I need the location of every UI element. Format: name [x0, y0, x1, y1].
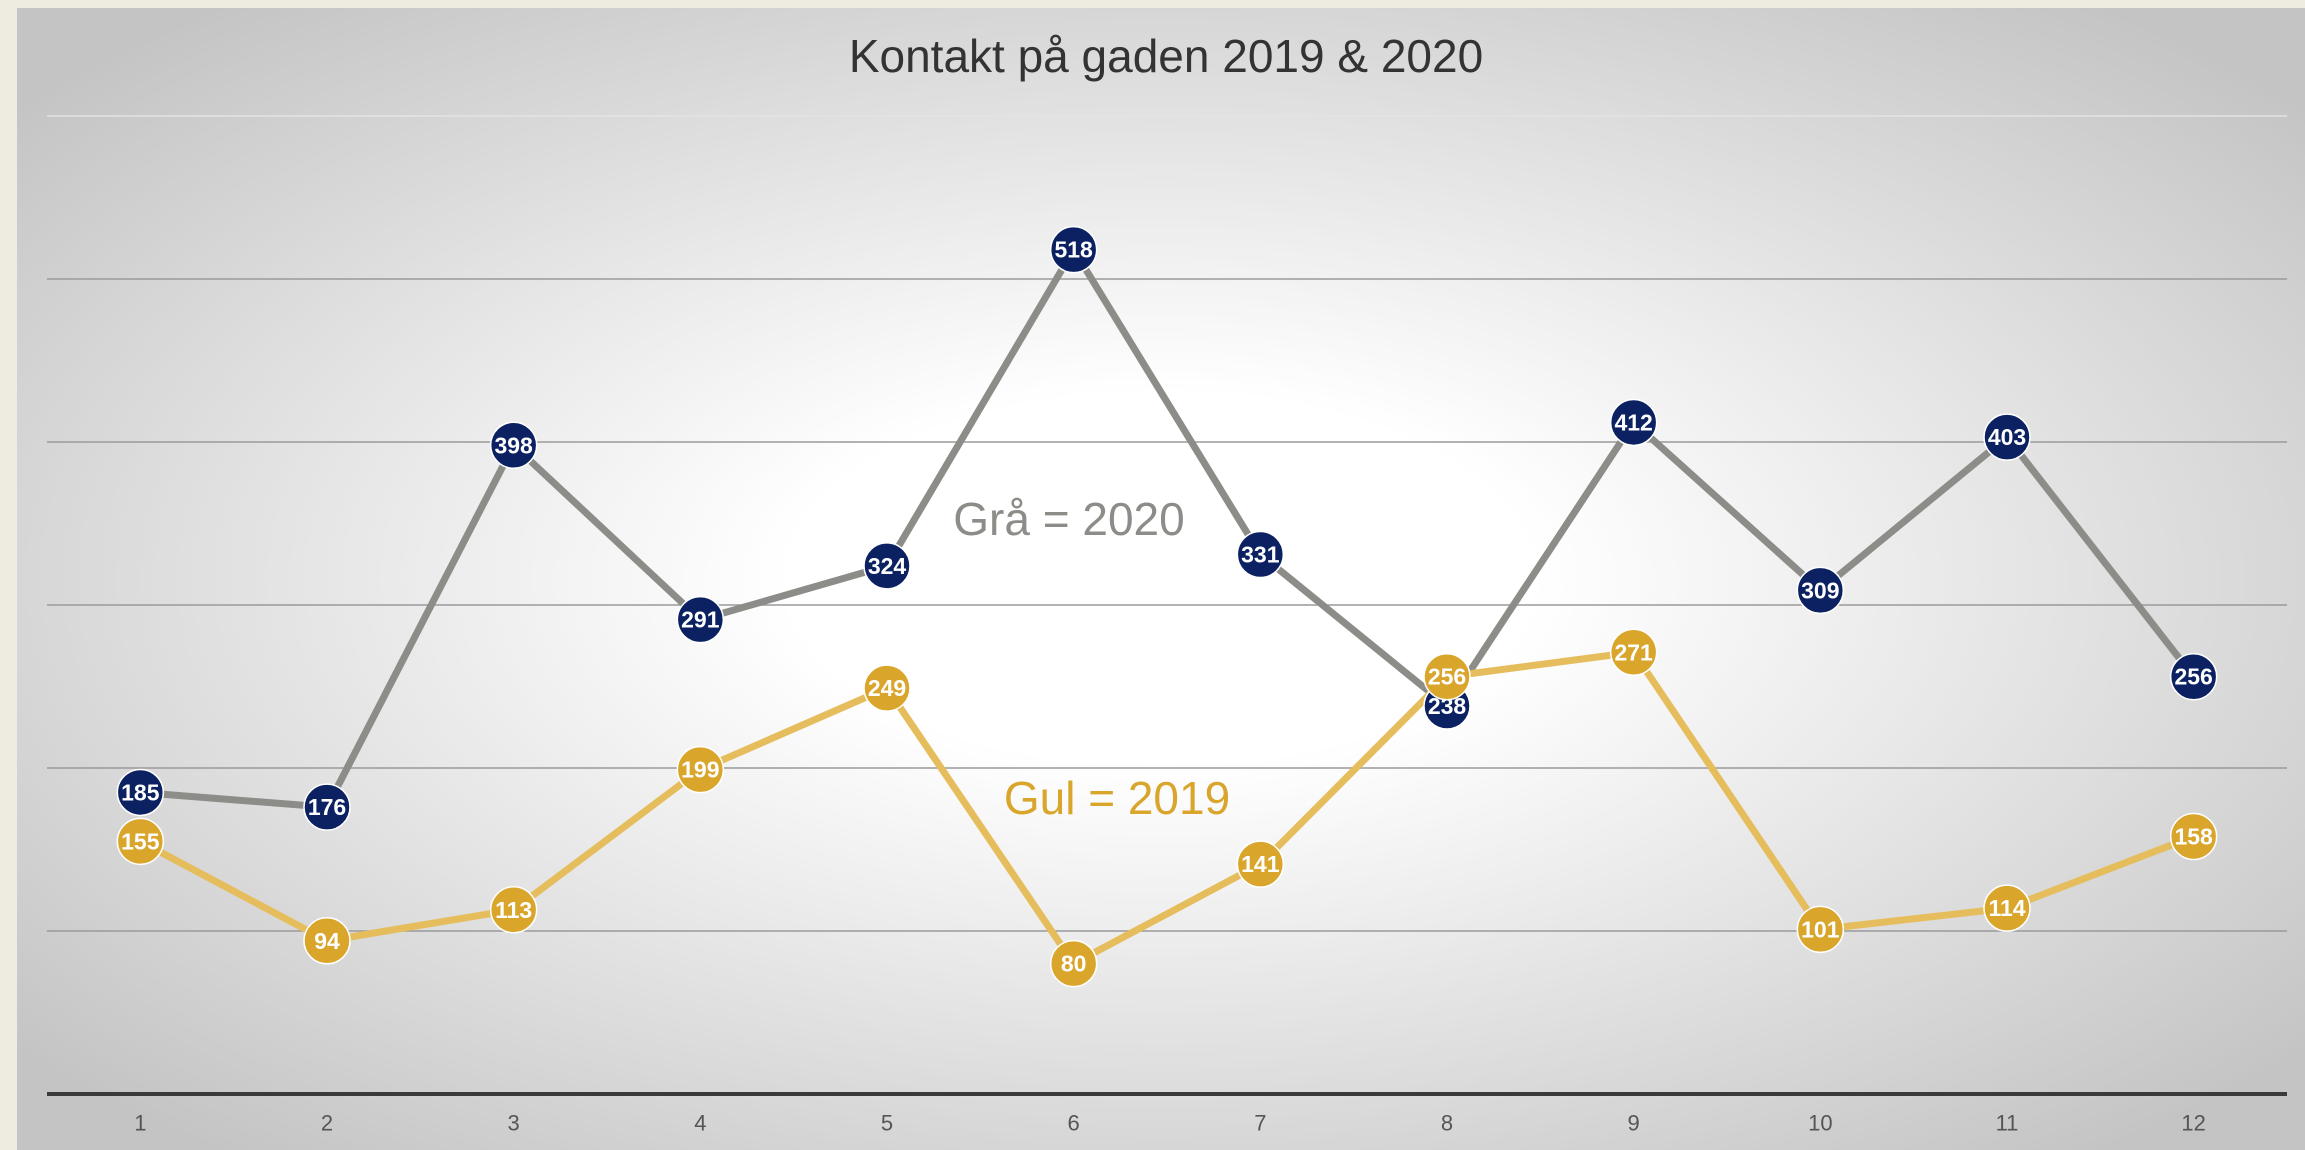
marker	[116, 768, 165, 817]
series-annotation: Grå = 2020	[953, 493, 1184, 545]
x-tick-label: 5	[881, 1111, 893, 1136]
marker	[863, 664, 911, 712]
marker	[303, 783, 351, 831]
background	[17, 8, 2305, 1150]
data-label: 309	[1801, 577, 1839, 603]
data-label: 256	[2174, 664, 2212, 690]
data-label: 249	[868, 675, 906, 701]
marker	[1983, 884, 2031, 932]
series-line	[138, 648, 2195, 968]
marker	[1236, 530, 1285, 579]
data-label: 291	[681, 607, 720, 633]
marker	[2169, 812, 2218, 861]
marker	[1609, 628, 1658, 677]
marker	[489, 886, 538, 934]
data-label: 94	[314, 928, 340, 954]
x-tick-label: 12	[2181, 1111, 2205, 1136]
x-tick-label: 2	[321, 1111, 333, 1136]
marker	[676, 595, 725, 644]
x-tick-label: 4	[694, 1111, 706, 1136]
data-label: 398	[494, 432, 533, 458]
marker	[1423, 652, 1471, 701]
x-tick-label: 1	[134, 1111, 146, 1136]
x-tick-label: 6	[1068, 1111, 1080, 1136]
data-label: 141	[1241, 851, 1280, 877]
data-label: 114	[1988, 895, 2025, 921]
x-tick-label: 8	[1441, 1111, 1453, 1136]
x-tick-label: 7	[1254, 1111, 1266, 1136]
x-tick-label: 11	[1996, 1111, 2019, 1136]
marker	[2169, 652, 2218, 701]
data-label: 155	[121, 828, 160, 854]
marker	[303, 917, 351, 965]
x-tick-label: 3	[508, 1111, 520, 1136]
marker	[116, 817, 165, 866]
marker	[1236, 840, 1285, 888]
series-annotation: Gul = 2019	[1004, 772, 1230, 824]
marker	[1609, 398, 1658, 447]
data-label: 80	[1061, 951, 1087, 977]
marker	[1796, 566, 1845, 615]
data-label: 176	[308, 794, 346, 820]
data-label: 271	[1614, 639, 1653, 665]
data-label: 113	[495, 897, 532, 923]
marker	[1049, 225, 1098, 274]
data-label: 101	[1801, 916, 1840, 942]
data-label: 185	[121, 779, 160, 805]
data-label: 158	[2174, 823, 2213, 849]
marker	[1049, 939, 1098, 988]
data-label: 199	[681, 757, 719, 783]
marker	[1796, 905, 1845, 954]
data-label: 256	[1428, 664, 1466, 690]
marker	[863, 542, 911, 590]
x-tick-label: 10	[1808, 1111, 1832, 1136]
data-label: 518	[1054, 237, 1093, 263]
marker	[1983, 413, 2031, 461]
data-label: 331	[1241, 541, 1280, 567]
chart-title: Kontakt på gaden 2019 & 2020	[849, 30, 1483, 82]
data-label: 324	[868, 553, 907, 579]
data-label: 412	[1614, 409, 1652, 435]
x-tick-label: 9	[1628, 1111, 1640, 1136]
series-line	[140, 246, 2197, 811]
marker	[676, 745, 725, 794]
data-label: 403	[1988, 424, 2026, 450]
marker	[489, 421, 538, 470]
